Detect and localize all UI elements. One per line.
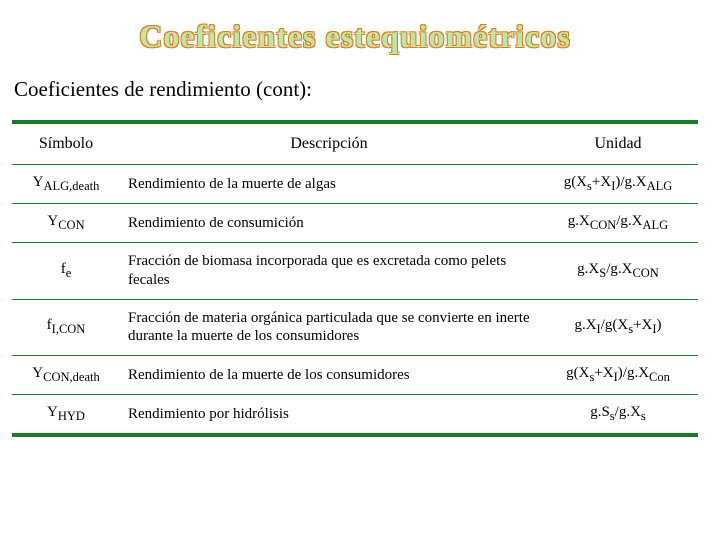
- cell-description: Rendimiento de consumición: [120, 204, 538, 243]
- cell-description: Fracción de biomasa incorporada que es e…: [120, 243, 538, 300]
- col-header-unit: Unidad: [538, 122, 698, 165]
- cell-description: Rendimiento de la muerte de los consumid…: [120, 356, 538, 395]
- cell-unit: g.XS/g.XCON: [538, 243, 698, 300]
- coefficients-table: Símbolo Descripción Unidad YALG,death Re…: [12, 120, 698, 437]
- cell-symbol: fe: [12, 243, 120, 300]
- table-row: YCON Rendimiento de consumición g.XCON/g…: [12, 204, 698, 243]
- table-header-row: Símbolo Descripción Unidad: [12, 122, 698, 165]
- table-row: YALG,death Rendimiento de la muerte de a…: [12, 165, 698, 204]
- table-body: YALG,death Rendimiento de la muerte de a…: [12, 165, 698, 436]
- table-row: fI,CON Fracción de materia orgánica part…: [12, 299, 698, 356]
- cell-description: Rendimiento por hidrólisis: [120, 395, 538, 436]
- cell-symbol: YALG,death: [12, 165, 120, 204]
- cell-unit: g(Xs+XI)/g.XCon: [538, 356, 698, 395]
- cell-symbol: YHYD: [12, 395, 120, 436]
- page-title: Coeficientes estequiométricos: [12, 18, 698, 55]
- col-header-description: Descripción: [120, 122, 538, 165]
- cell-description: Rendimiento de la muerte de algas: [120, 165, 538, 204]
- cell-symbol: fI,CON: [12, 299, 120, 356]
- cell-unit: g(Xs+XI)/g.XALG: [538, 165, 698, 204]
- cell-symbol: YCON,death: [12, 356, 120, 395]
- col-header-symbol: Símbolo: [12, 122, 120, 165]
- cell-description: Fracción de materia orgánica particulada…: [120, 299, 538, 356]
- page-subtitle: Coeficientes de rendimiento (cont):: [14, 77, 698, 102]
- table-row: YCON,death Rendimiento de la muerte de l…: [12, 356, 698, 395]
- cell-unit: g.Ss/g.Xs: [538, 395, 698, 436]
- table-row: fe Fracción de biomasa incorporada que e…: [12, 243, 698, 300]
- table-row: YHYD Rendimiento por hidrólisis g.Ss/g.X…: [12, 395, 698, 436]
- cell-symbol: YCON: [12, 204, 120, 243]
- cell-unit: g.XI/g(Xs+XI): [538, 299, 698, 356]
- cell-unit: g.XCON/g.XALG: [538, 204, 698, 243]
